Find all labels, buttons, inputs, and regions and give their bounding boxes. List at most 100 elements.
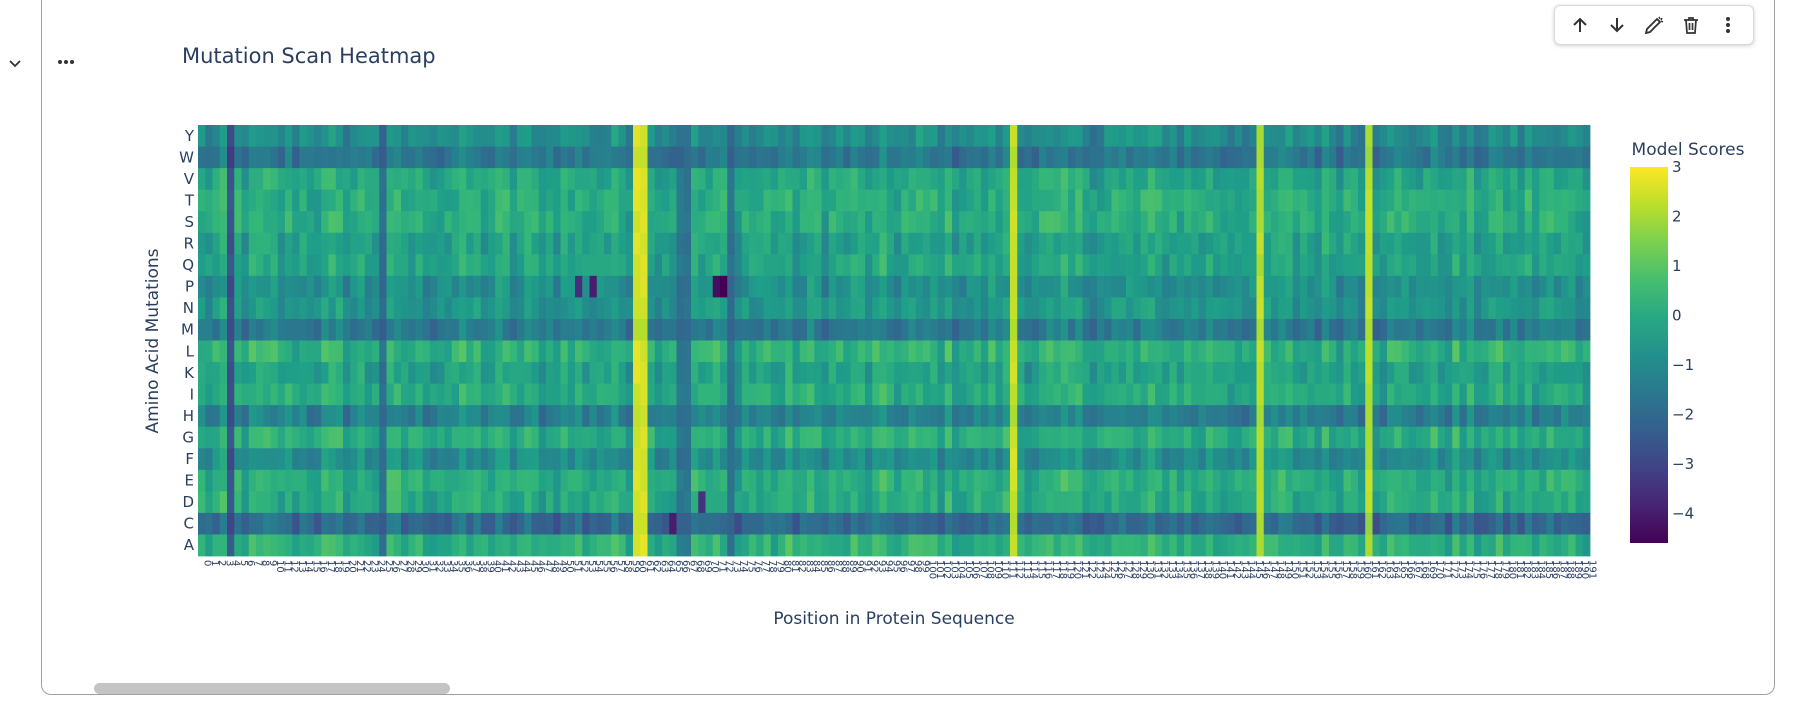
heatmap-cell: [1423, 469, 1431, 492]
heatmap-cell: [879, 318, 888, 341]
heatmap-cell: [1097, 146, 1105, 169]
heatmap-cell: [1358, 232, 1366, 255]
heatmap-cell: [857, 534, 866, 557]
heatmap-cell: [1133, 534, 1141, 557]
heatmap-cell: [357, 211, 366, 234]
heatmap-cell: [488, 125, 496, 147]
heatmap-cell: [270, 512, 279, 535]
heatmap-cell: [749, 275, 757, 298]
heatmap-cell: [321, 448, 329, 471]
x-tick-label: 90: [854, 560, 865, 573]
x-tick-label: 36: [463, 560, 474, 573]
heatmap-cell: [227, 405, 235, 428]
heatmap-cell: [1546, 168, 1555, 191]
heatmap-cell: [836, 426, 844, 449]
heatmap-cell: [227, 125, 235, 147]
heatmap-cell: [1546, 512, 1555, 535]
heatmap-cell: [1249, 211, 1257, 234]
move-up-button[interactable]: [1565, 10, 1595, 40]
x-tick-label: 32: [434, 560, 445, 573]
heatmap-cell: [741, 232, 750, 255]
heatmap-cell: [1249, 168, 1257, 191]
x-tick-label: 167: [1412, 560, 1423, 579]
heatmap-cell: [1140, 146, 1149, 169]
heatmap-cell: [836, 534, 844, 557]
heatmap-cell: [1039, 125, 1047, 147]
heatmap-cell: [357, 232, 366, 255]
heatmap-cell: [459, 189, 467, 212]
heatmap-cell: [705, 275, 714, 298]
heatmap-cell: [850, 469, 859, 492]
heatmap-cell: [1466, 362, 1475, 384]
heatmap-cell: [865, 340, 873, 363]
heatmap-cell: [1452, 275, 1460, 298]
heatmap-cell: [270, 426, 279, 449]
heatmap-cell: [285, 275, 293, 298]
heatmap-cell: [654, 232, 663, 255]
heatmap-cell: [857, 318, 866, 341]
heatmap-cell: [1372, 211, 1381, 234]
heatmap-cell: [1162, 125, 1170, 147]
heatmap-cell: [1133, 146, 1141, 169]
heatmap-cell: [306, 146, 315, 169]
horizontal-scrollbar[interactable]: [94, 683, 450, 694]
heatmap-cell: [843, 405, 851, 428]
cell-more-button[interactable]: [54, 50, 78, 74]
heatmap-cell: [1452, 512, 1460, 535]
heatmap-cell: [1242, 340, 1250, 363]
x-tick-label: 108: [985, 560, 996, 579]
heatmap-cell: [1350, 146, 1359, 169]
heatmap-cell: [1198, 275, 1207, 298]
heatmap-cell: [1336, 426, 1344, 449]
heatmap-cell: [1416, 297, 1424, 320]
heatmap-cell: [1046, 383, 1054, 406]
heatmap-cell: [691, 491, 699, 514]
heatmap-cell: [1271, 405, 1279, 428]
heatmap-cell: [393, 146, 402, 169]
collapse-cell-button[interactable]: [4, 48, 26, 78]
heatmap-cell: [328, 512, 337, 535]
heatmap-cell: [821, 512, 830, 535]
heatmap-cell: [517, 405, 525, 428]
heatmap-cell: [589, 534, 598, 557]
heatmap-cell: [364, 469, 373, 492]
heatmap-cell: [401, 211, 409, 234]
delete-button[interactable]: [1676, 10, 1706, 40]
heatmap-cell: [430, 491, 438, 514]
x-tick-label: 96: [898, 560, 909, 573]
heatmap-cell: [393, 297, 402, 320]
heatmap-cell: [234, 232, 242, 255]
heatmap-cell: [1104, 254, 1112, 277]
heatmap-cell: [654, 275, 663, 298]
edit-button[interactable]: [1639, 10, 1669, 40]
heatmap-cell: [799, 254, 808, 277]
heatmap-cell: [1263, 189, 1272, 212]
heatmap-cell: [1205, 469, 1214, 492]
heatmap-cell: [923, 426, 931, 449]
heatmap-cell: [415, 275, 424, 298]
heatmap-cell: [705, 340, 714, 363]
x-tick-label: 46: [535, 560, 546, 573]
heatmap-cell: [1039, 448, 1047, 471]
heatmap-cell: [850, 426, 859, 449]
heatmap-cell: [988, 426, 996, 449]
heatmap-cell: [219, 125, 228, 147]
heatmap-cell: [263, 340, 271, 363]
heatmap-cell: [538, 383, 547, 406]
heatmap-cell: [1365, 211, 1373, 234]
heatmap-cell: [879, 189, 888, 212]
move-down-button[interactable]: [1602, 10, 1632, 40]
heatmap-cell: [1133, 340, 1141, 363]
heatmap-cell: [749, 383, 757, 406]
heatmap-cell: [1162, 189, 1170, 212]
more-options-button[interactable]: [1713, 10, 1743, 40]
heatmap-cell: [531, 491, 540, 514]
heatmap-cell: [1046, 512, 1054, 535]
heatmap-cell: [343, 340, 351, 363]
heatmap-cell: [502, 534, 511, 557]
heatmap-cell: [1118, 426, 1127, 449]
heatmap-cell: [872, 534, 880, 557]
heatmap-cell: [546, 512, 554, 535]
heatmap-cell: [408, 491, 416, 514]
heatmap-cell: [734, 189, 743, 212]
